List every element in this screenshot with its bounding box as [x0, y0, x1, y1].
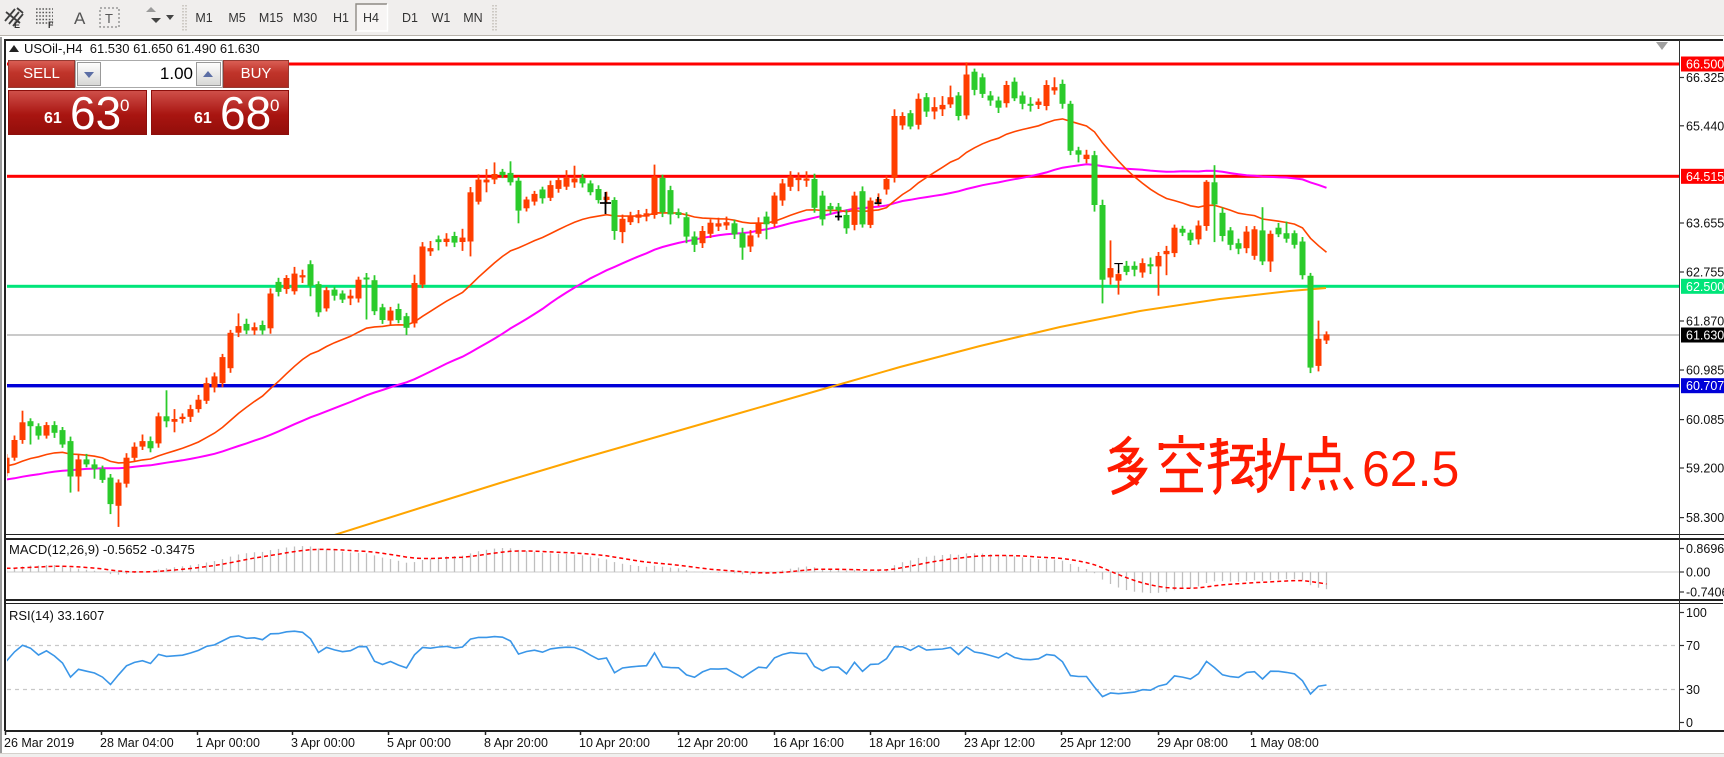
svg-text:12 Apr 20:00: 12 Apr 20:00 [677, 736, 748, 750]
svg-text:62.500: 62.500 [1686, 280, 1724, 294]
svg-text:63.655: 63.655 [1686, 217, 1724, 231]
svg-text:3 Apr 00:00: 3 Apr 00:00 [291, 736, 355, 750]
svg-text:0: 0 [1686, 716, 1693, 730]
svg-text:60.085: 60.085 [1686, 413, 1724, 427]
svg-text:W1: W1 [432, 11, 451, 25]
svg-text:T: T [105, 11, 113, 26]
svg-text:30: 30 [1686, 683, 1700, 697]
svg-text:RSI(14) 33.1607: RSI(14) 33.1607 [9, 608, 104, 623]
svg-text:M5: M5 [228, 11, 245, 25]
svg-text:29 Apr 08:00: 29 Apr 08:00 [1157, 736, 1228, 750]
svg-text:T: T [1114, 260, 1123, 277]
svg-text:65.440: 65.440 [1686, 119, 1724, 133]
svg-text:23 Apr 12:00: 23 Apr 12:00 [964, 736, 1035, 750]
svg-text:MN: MN [463, 11, 482, 25]
svg-text:5 Apr 00:00: 5 Apr 00:00 [387, 736, 451, 750]
svg-text:M30: M30 [293, 11, 317, 25]
svg-text:H1: H1 [333, 11, 349, 25]
svg-text:0.8696: 0.8696 [1686, 542, 1724, 556]
svg-text:100: 100 [1686, 606, 1707, 620]
svg-text:F: F [48, 20, 54, 30]
svg-text:28 Mar 04:00: 28 Mar 04:00 [100, 736, 174, 750]
svg-text:8 Apr 20:00: 8 Apr 20:00 [484, 736, 548, 750]
svg-text:70: 70 [1686, 639, 1700, 653]
svg-text:M1: M1 [195, 11, 212, 25]
svg-text:25 Apr 12:00: 25 Apr 12:00 [1060, 736, 1131, 750]
svg-text:USOil-,H4 61.530 61.650 61.49: USOil-,H4 61.530 61.650 61.490 61.630 [24, 41, 260, 56]
svg-text:61.870: 61.870 [1686, 315, 1724, 329]
svg-text:66.325: 66.325 [1686, 71, 1724, 85]
svg-text:64.515: 64.515 [1686, 170, 1724, 184]
svg-text:H4: H4 [363, 11, 379, 25]
svg-text:M15: M15 [259, 11, 283, 25]
svg-text:58.300: 58.300 [1686, 511, 1724, 525]
svg-text:1 Apr 00:00: 1 Apr 00:00 [196, 736, 260, 750]
svg-text:61.630: 61.630 [1686, 329, 1724, 343]
svg-text:-0.7406: -0.7406 [1686, 586, 1724, 600]
svg-text:16 Apr 16:00: 16 Apr 16:00 [773, 736, 844, 750]
svg-text:62.5: 62.5 [1362, 441, 1459, 497]
svg-text:1 May 08:00: 1 May 08:00 [1250, 736, 1319, 750]
svg-text:59.200: 59.200 [1686, 462, 1724, 476]
svg-text:D1: D1 [402, 11, 418, 25]
svg-text:10 Apr 20:00: 10 Apr 20:00 [579, 736, 650, 750]
svg-text:MACD(12,26,9) -0.5652 -0.3475: MACD(12,26,9) -0.5652 -0.3475 [9, 542, 195, 557]
svg-text:18 Apr 16:00: 18 Apr 16:00 [869, 736, 940, 750]
svg-text:60.707: 60.707 [1686, 379, 1724, 393]
svg-text:A: A [74, 9, 86, 28]
svg-text:26 Mar 2019: 26 Mar 2019 [4, 736, 74, 750]
svg-text:62.755: 62.755 [1686, 266, 1724, 280]
svg-text:60.985: 60.985 [1686, 364, 1724, 378]
svg-text:66.500: 66.500 [1686, 58, 1724, 72]
svg-text:E: E [14, 20, 20, 30]
svg-text:0.00: 0.00 [1686, 566, 1710, 580]
